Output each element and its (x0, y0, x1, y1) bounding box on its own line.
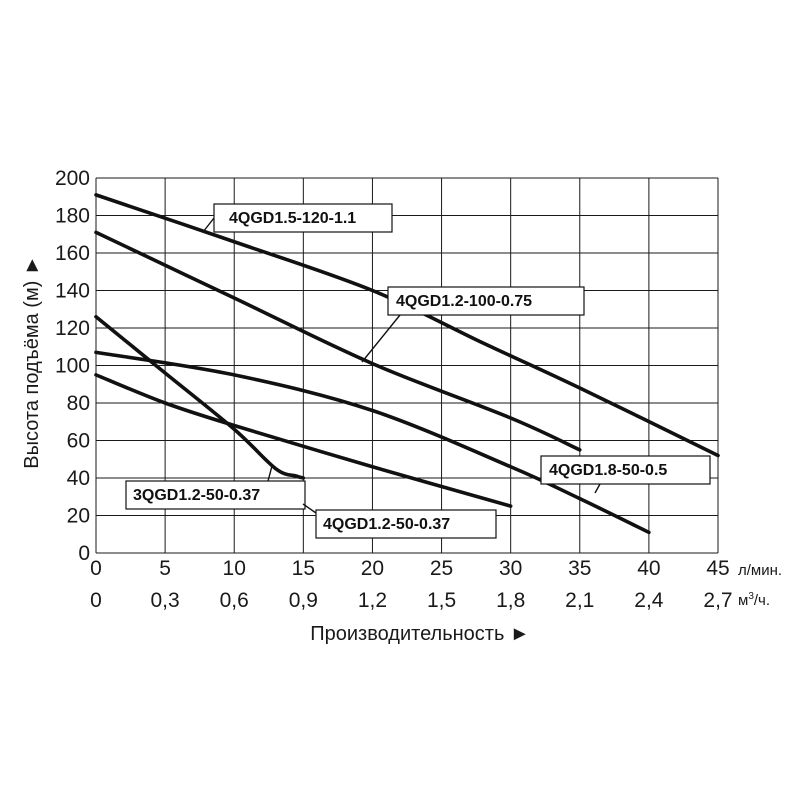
y-tick-label: 0 (78, 542, 90, 565)
curve-3qgd1-2-50-0-37 (94, 314, 306, 480)
label-box (315, 509, 497, 539)
x-tick-label: 0 (90, 557, 102, 580)
label-box (540, 455, 711, 485)
y-tick-label: 200 (55, 167, 90, 190)
y-axis-title: Высота подъёма (м) ► (21, 255, 43, 468)
y-tick-label: 160 (55, 242, 90, 265)
label-4qgd1-2-50-0-37: 4QGD1.2-50-0.37 (323, 516, 450, 533)
label-leader-line (267, 465, 273, 482)
x-tick-label: 10 (223, 557, 246, 580)
x2-tick-label: 0,9 (289, 589, 318, 612)
x-tick-label: 15 (292, 557, 315, 580)
x2-tick-label: 0,6 (220, 589, 249, 612)
y-tick-label: 60 (67, 430, 90, 453)
y-tick-label: 40 (67, 467, 90, 490)
x-tick-label: 40 (637, 557, 660, 580)
label-box (387, 286, 585, 316)
x-axis-title: Производительность ► (310, 623, 529, 645)
x2-tick-label: 2,4 (634, 589, 664, 612)
x-tick-label: 35 (568, 557, 591, 580)
label-leader-line (202, 217, 215, 233)
label-4qgd1-5-120-1-1: 4QGD1.5-120-1.1 (229, 210, 356, 227)
label-leader-line (594, 483, 601, 494)
curve-4qgd1-2-100-0-75 (94, 230, 582, 452)
y-tick-label: 140 (55, 280, 90, 303)
x-unit-label: л/мин. (738, 562, 782, 579)
label-leader-line (361, 314, 401, 363)
x-tick-label: 20 (361, 557, 384, 580)
x-tick-label: 25 (430, 557, 453, 580)
x-tick-label: 30 (499, 557, 522, 580)
x2-unit-base: м (738, 592, 748, 609)
x2-tick-label: 1,8 (496, 589, 525, 612)
curve-4qgd1-5-120-1-1 (94, 193, 720, 458)
x2-unit-tail: /ч. (754, 592, 770, 609)
x2-tick-label: 1,5 (427, 589, 456, 612)
label-leader-line (302, 503, 317, 514)
label-4qgd1-2-100-0-75: 4QGD1.2-100-0.75 (396, 293, 532, 310)
x2-unit-sup: 3 (748, 591, 754, 602)
curve-4qgd1-8-50-0-5 (94, 350, 651, 535)
x-tick-label: 45 (706, 557, 729, 580)
y-tick-label: 20 (67, 505, 90, 528)
y-tick-label: 100 (55, 355, 90, 378)
y-tick-label: 80 (67, 392, 90, 415)
curve-4qgd1-2-50-0-37 (94, 373, 513, 508)
y-tick-label: 180 (55, 205, 90, 228)
label-4qgd1-8-50-0-5: 4QGD1.8-50-0.5 (549, 462, 667, 479)
x2-tick-label: 1,2 (358, 589, 387, 612)
label-box (213, 203, 393, 233)
x2-unit-label: м3/ч. (738, 591, 770, 609)
x2-tick-label: 2,1 (565, 589, 594, 612)
label-box (125, 480, 306, 510)
x2-tick-label: 2,7 (703, 589, 732, 612)
x-tick-label: 5 (159, 557, 171, 580)
y-tick-label: 120 (55, 317, 90, 340)
label-3qgd1-2-50-0-37: 3QGD1.2-50-0.37 (133, 487, 260, 504)
x2-tick-label: 0 (90, 589, 102, 612)
x2-tick-label: 0,3 (151, 589, 180, 612)
